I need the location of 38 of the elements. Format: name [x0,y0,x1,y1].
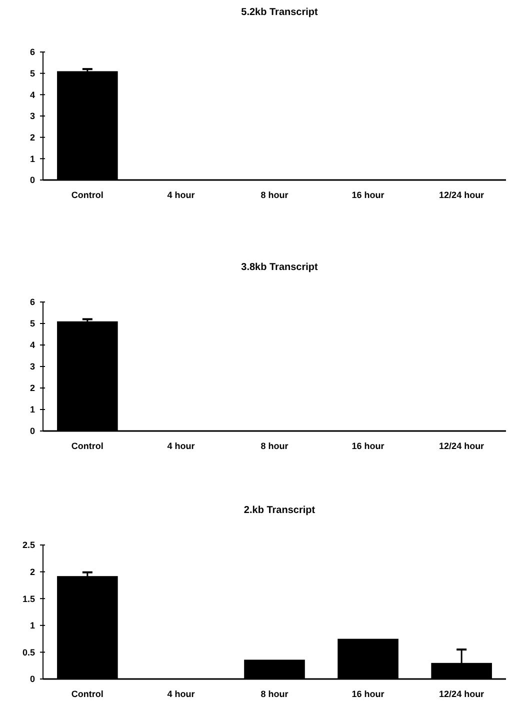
y-tick-label: 5 [30,68,35,78]
y-tick-label: 4 [30,90,35,100]
x-tick-label: 4 hour [167,689,196,699]
y-tick-label: 1.5 [22,594,35,604]
y-tick-label: 2 [30,383,35,394]
chart-title: 3.8kb Transcript [241,262,319,273]
y-tick-label: 3 [30,362,35,372]
y-tick-label: 1 [30,404,35,415]
chart-title: 5.2kb Transcript [241,7,319,18]
x-tick-label: Control [71,190,104,200]
y-tick-label: 1 [30,154,35,164]
y-tick-label: 0 [30,175,35,186]
x-tick-label: 12/24 hour [439,689,485,699]
y-tick-label: 0 [30,426,35,436]
x-tick-label: 16 hour [352,441,385,451]
x-tick-label: Control [71,441,104,451]
x-tick-label: 16 hour [352,190,385,200]
y-tick-label: 2 [30,566,35,577]
y-tick-label: 5 [30,318,35,329]
y-tick-label: 1 [30,620,35,631]
chart-title: 2.kb Transcript [244,505,316,516]
x-tick-label: 4 hour [167,441,196,451]
x-tick-label: 8 hour [260,441,289,451]
y-tick-label: 0.5 [22,647,35,658]
y-tick-label: 3 [30,111,35,122]
y-tick-label: 0 [30,674,35,684]
y-tick-label: 4 [30,340,35,350]
x-tick-label: 16 hour [352,689,385,699]
x-tick-label: 8 hour [260,190,289,200]
y-tick-label: 2.5 [22,540,35,550]
y-tick-label: 6 [30,297,35,308]
x-tick-label: 12/24 hour [439,441,485,451]
x-tick-label: 8 hour [260,689,289,699]
x-tick-label: Control [71,689,104,699]
x-tick-label: 4 hour [167,190,196,200]
y-tick-label: 2 [30,132,35,142]
y-tick-label: 6 [30,47,35,58]
x-tick-label: 12/24 hour [439,190,485,200]
